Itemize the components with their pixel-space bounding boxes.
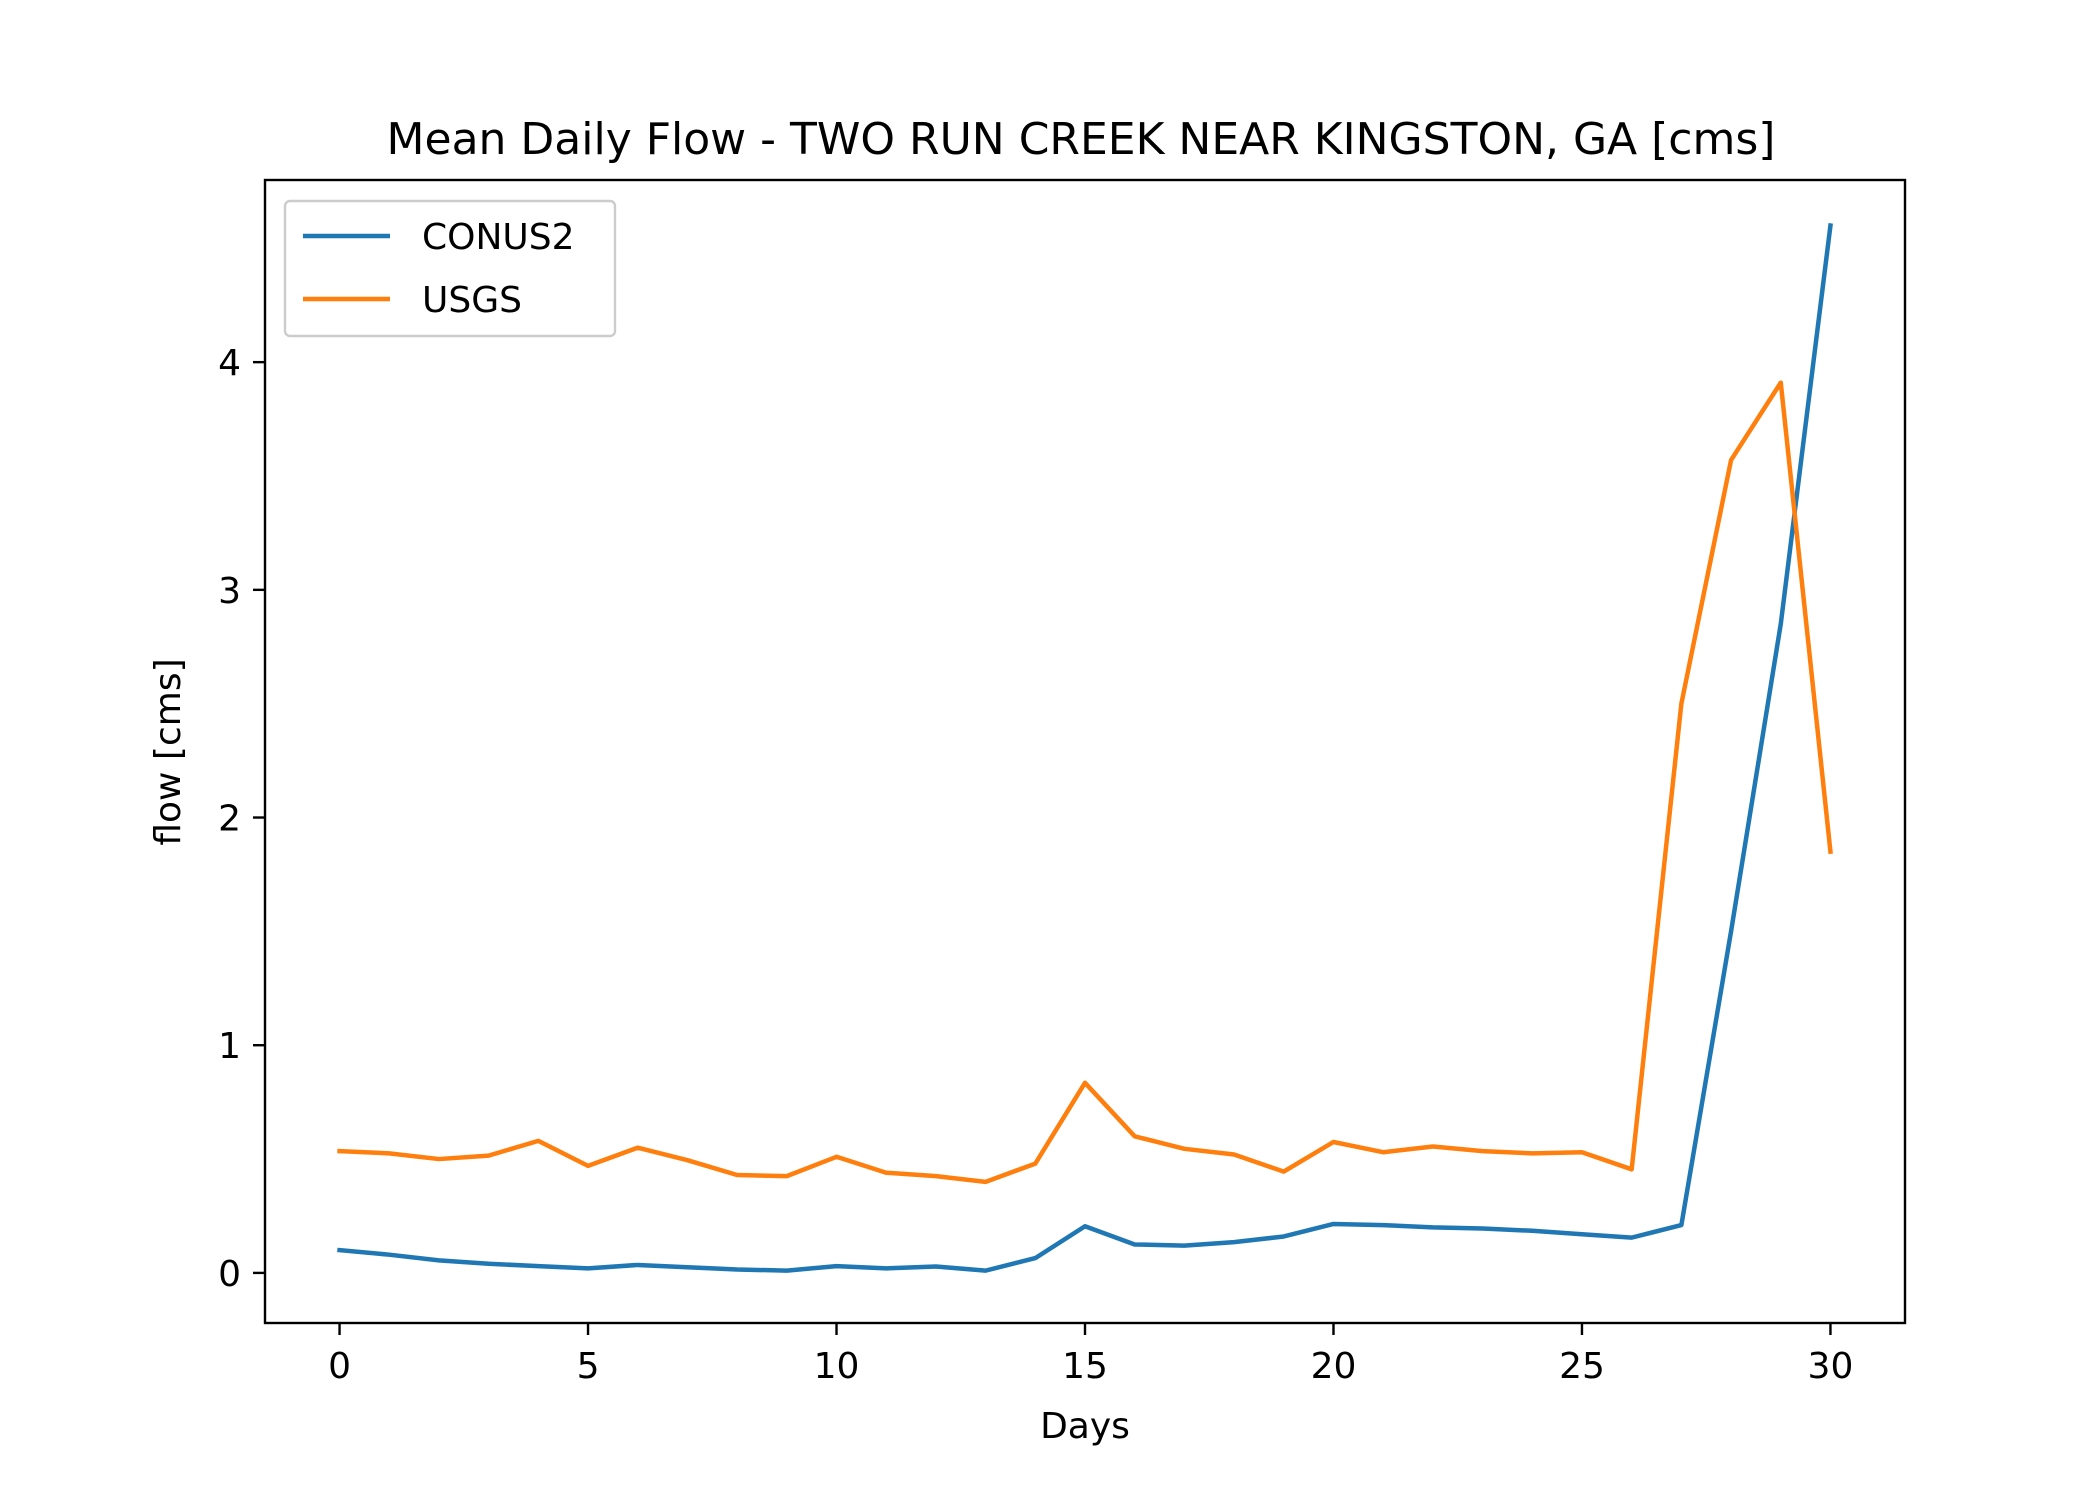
x-tick-label: 20 xyxy=(1311,1346,1357,1387)
y-axis-label: flow [cms] xyxy=(148,658,189,845)
x-tick-label: 10 xyxy=(814,1346,860,1387)
legend-label-conus2: CONUS2 xyxy=(422,217,575,258)
x-axis-label: Days xyxy=(1040,1406,1130,1447)
y-tick-label: 3 xyxy=(218,571,241,612)
plot-lines xyxy=(337,223,1833,1273)
legend: CONUS2 USGS xyxy=(283,199,617,338)
y-tick-label: 1 xyxy=(218,1026,241,1067)
x-tick-label: 25 xyxy=(1559,1346,1605,1387)
x-tick-label: 15 xyxy=(1062,1346,1108,1387)
legend-label-usgs: USGS xyxy=(422,280,522,321)
y-tick-label: 4 xyxy=(218,343,241,384)
x-tick-label: 30 xyxy=(1808,1346,1854,1387)
chart-title: Mean Daily Flow - TWO RUN CREEK NEAR KIN… xyxy=(387,114,1776,165)
x-tick-label: 5 xyxy=(577,1346,600,1387)
y-axis: 0 1 2 3 4 xyxy=(218,343,265,1295)
series-line-conus2 xyxy=(337,223,1833,1273)
series-line-usgs xyxy=(337,380,1833,1185)
y-tick-label: 0 xyxy=(218,1254,241,1295)
y-tick-label: 2 xyxy=(218,799,241,840)
x-tick-label: 0 xyxy=(328,1346,351,1387)
x-axis: 0 5 10 15 20 25 30 xyxy=(328,1323,1853,1387)
